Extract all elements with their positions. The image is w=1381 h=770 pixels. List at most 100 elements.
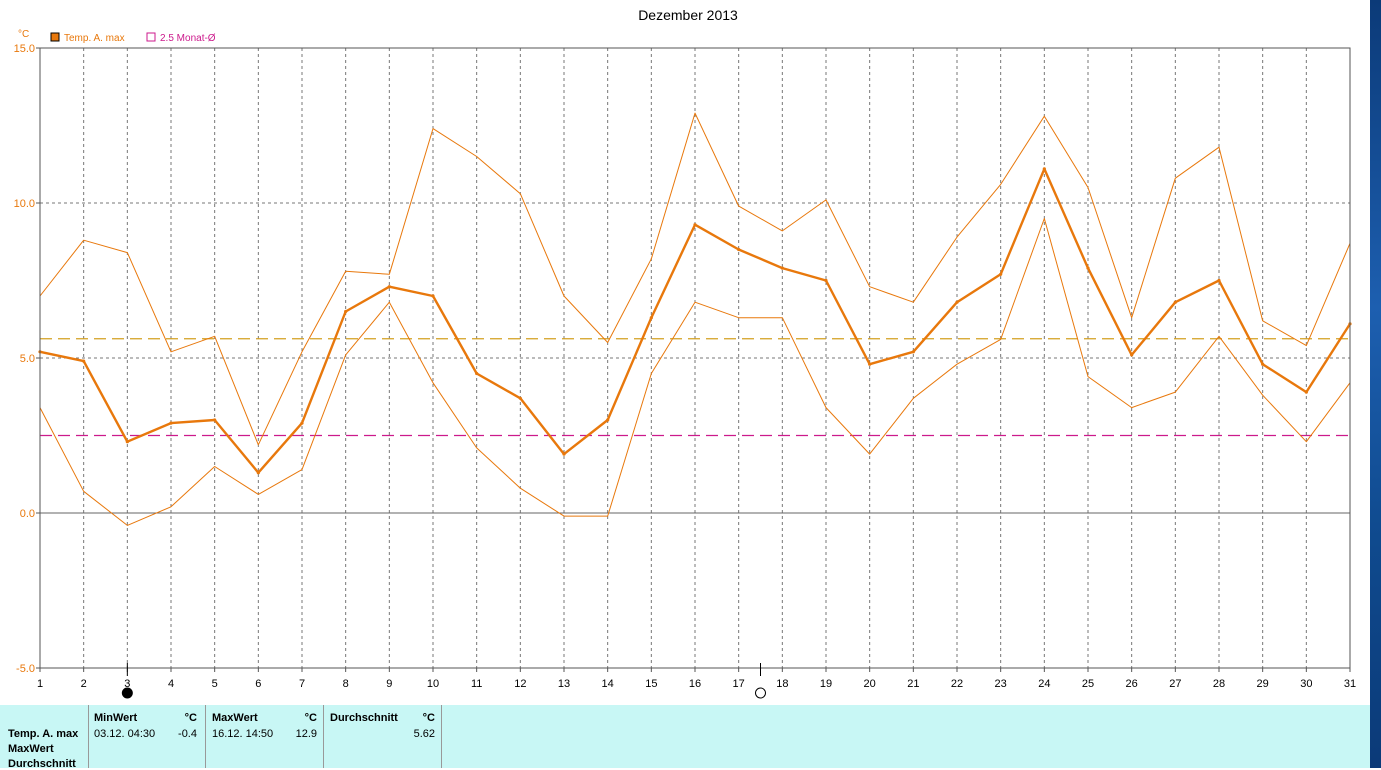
x-tick-label: 12	[514, 678, 526, 690]
x-tick-label: 4	[168, 678, 174, 690]
x-tick-label: 18	[776, 678, 788, 690]
legend: Temp. A. max 2.5 Monat-Ø	[50, 32, 216, 44]
data-point	[868, 362, 872, 366]
data-point	[475, 371, 479, 376]
data-point	[693, 223, 697, 227]
x-tick-label: 26	[1126, 678, 1138, 690]
min-value: -0.4	[178, 728, 197, 740]
data-point	[649, 316, 653, 320]
data-point	[344, 309, 348, 314]
x-tick-label: 21	[907, 678, 919, 690]
avg-value: 5.62	[413, 728, 435, 740]
y-unit-label: °C	[18, 29, 29, 40]
y-tick-label: 5.0	[20, 353, 35, 365]
data-point	[562, 452, 566, 456]
y-tick-label: 10.0	[14, 198, 35, 210]
x-tick-label: 10	[427, 678, 439, 690]
x-tick-label: 6	[255, 678, 261, 690]
x-tick-label: 1	[37, 678, 43, 690]
stats-row-label: Temp. A. max	[8, 728, 79, 740]
data-point	[169, 421, 173, 425]
stats-min-column: MinWert °C 03.12. 04:30 -0.4	[89, 705, 206, 768]
x-tick-label: 16	[689, 678, 701, 690]
series-lines	[38, 112, 1352, 526]
max-unit: °C	[304, 712, 317, 724]
data-point	[999, 272, 1003, 276]
grid-lines	[40, 48, 1350, 668]
axes: 1 2 3 4 5 6 7 8 9 10 11 12 13 14 15 16 17 18 19 20 21 22 23 24 2…	[14, 43, 1357, 690]
x-tick-label: 2	[81, 678, 87, 690]
series-line-lower-band	[39, 218, 1351, 526]
moon-markers	[121, 663, 766, 699]
data-point	[1130, 353, 1134, 357]
data-point	[518, 396, 522, 400]
x-tick-label: 24	[1038, 678, 1050, 690]
x-tick-label: 22	[951, 678, 963, 690]
x-tick-label: 15	[645, 678, 657, 690]
data-point	[82, 359, 86, 363]
x-tick-label: 29	[1257, 678, 1269, 690]
min-unit: °C	[184, 712, 197, 724]
data-point	[1304, 390, 1308, 394]
x-tick-label: 20	[864, 678, 876, 690]
data-point	[431, 294, 435, 298]
x-tick-label: 13	[558, 678, 570, 690]
data-point	[955, 300, 959, 304]
max-datetime: 16.12. 14:50	[212, 728, 274, 740]
x-tick-label: 5	[212, 678, 218, 690]
data-point	[911, 350, 915, 354]
legend-label-avg: 2.5 Monat-Ø	[160, 33, 216, 44]
stats-row-label: Durchschnitt	[8, 758, 76, 770]
x-tick-label: 14	[602, 678, 614, 690]
chart-title: Dezember 2013	[638, 7, 738, 23]
data-point	[1042, 167, 1046, 171]
max-header: MaxWert	[212, 712, 258, 724]
max-value: 12.9	[295, 728, 317, 740]
data-point	[1086, 266, 1090, 270]
x-tick-label: 30	[1300, 678, 1312, 690]
legend-swatch-temp	[50, 32, 60, 42]
x-tick-label: 17	[733, 678, 745, 690]
x-tick-label: 11	[471, 678, 482, 690]
data-point	[213, 418, 217, 422]
y-tick-label: 0.0	[20, 508, 35, 520]
data-point	[824, 278, 828, 283]
avg-unit: °C	[422, 712, 435, 724]
legend-label-temp: Temp. A. max	[64, 33, 125, 44]
stats-panel: Temp. A. max MaxWert Durchschnitt MinWer…	[0, 705, 1370, 770]
x-tick-label: 8	[343, 678, 349, 690]
data-point	[1173, 300, 1177, 304]
data-point	[780, 266, 784, 270]
y-tick-label: 15.0	[14, 43, 35, 55]
x-tick-label: 7	[299, 678, 305, 690]
data-point	[387, 285, 391, 289]
data-point	[256, 471, 260, 475]
stats-row-label: MaxWert	[8, 743, 54, 755]
y-tick-label: -5.0	[16, 663, 35, 675]
x-tick-label: 27	[1169, 678, 1181, 690]
series-line-upper-band	[39, 112, 1351, 446]
x-tick-label: 28	[1213, 678, 1225, 690]
data-point	[606, 418, 610, 422]
chart: 1 2 3 4 5 6 7 8 9 10 11 12 13 14 15 16 17 18 19 20 21 22 23 24 2…	[14, 7, 1357, 699]
min-datetime: 03.12. 04:30	[94, 728, 156, 740]
avg-header: Durchschnitt	[330, 712, 398, 724]
x-tick-label: 19	[820, 678, 832, 690]
x-tick-label: 31	[1344, 678, 1356, 690]
reference-lines	[40, 338, 1350, 437]
new-moon-icon	[121, 687, 133, 699]
x-tick-label: 25	[1082, 678, 1094, 690]
data-point	[300, 421, 304, 425]
data-point	[1261, 362, 1265, 366]
stats-avg-column: Durchschnitt °C 5.62	[324, 705, 442, 768]
full-moon-icon	[755, 687, 766, 699]
x-tick-label: 3	[124, 678, 130, 690]
data-point	[737, 247, 741, 252]
data-point	[125, 440, 129, 444]
data-point	[1217, 278, 1221, 283]
legend-swatch-avg	[146, 32, 156, 42]
x-tick-label: 23	[995, 678, 1007, 690]
stats-max-column: MaxWert °C 16.12. 14:50 12.9	[206, 705, 324, 768]
stats-row-labels: Temp. A. max MaxWert Durchschnitt	[0, 705, 89, 770]
min-header: MinWert	[94, 712, 138, 724]
